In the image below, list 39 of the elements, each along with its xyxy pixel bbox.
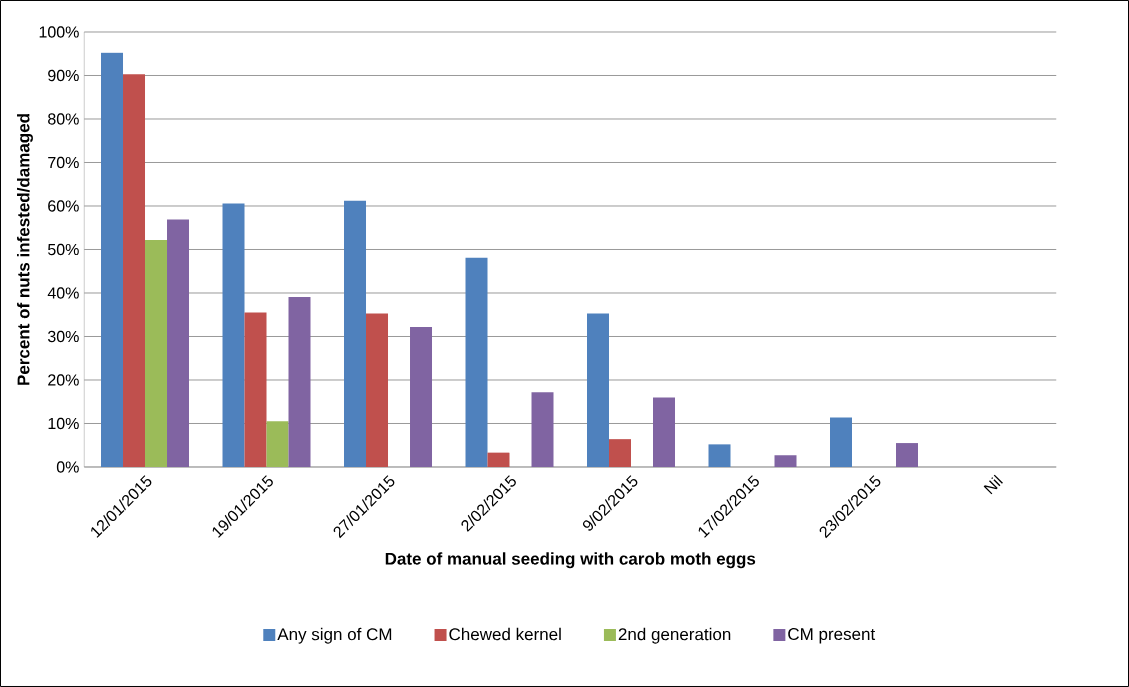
bar [244,312,267,467]
y-tick-label: 20% [48,374,79,386]
bar [366,313,389,467]
bar [410,326,433,467]
bar [123,74,146,467]
bar [609,439,632,467]
bar [222,203,245,467]
legend-label: CM present [788,628,876,644]
bar [774,455,797,467]
bar [145,239,168,467]
legend-label: 2nd generation [618,627,731,644]
bar [708,444,731,467]
y-tick-label: 40% [47,287,79,299]
y-tick-label: 90% [48,69,79,82]
y-tick-label: 80% [48,113,79,125]
y-tick-label: 60% [48,200,79,212]
bar [344,200,367,467]
bar [487,452,510,467]
bar [101,52,124,467]
bar [288,296,311,467]
bar [531,392,554,467]
bar [896,443,918,467]
x-axis-title: Date of manual seeding with carob moth eggs [385,552,756,569]
bar [167,219,190,467]
legend-label: Any sign of CM [277,627,392,644]
bar [465,257,488,467]
x-tick-label: Nil [983,474,1003,495]
bar [653,397,676,467]
y-axis-title: Percent of nuts infested/damaged [17,114,33,385]
y-tick-label: 10% [48,417,79,430]
bar [266,421,289,467]
y-tick-label: 0% [56,461,79,473]
bar [587,313,610,467]
y-tick-label: 50% [48,243,79,256]
y-tick-label: 100% [39,26,79,38]
y-tick-label: 70% [48,156,79,169]
y-tick-label: 30% [47,330,79,343]
legend-label: Chewed kernel [449,627,561,641]
bar [830,417,852,467]
